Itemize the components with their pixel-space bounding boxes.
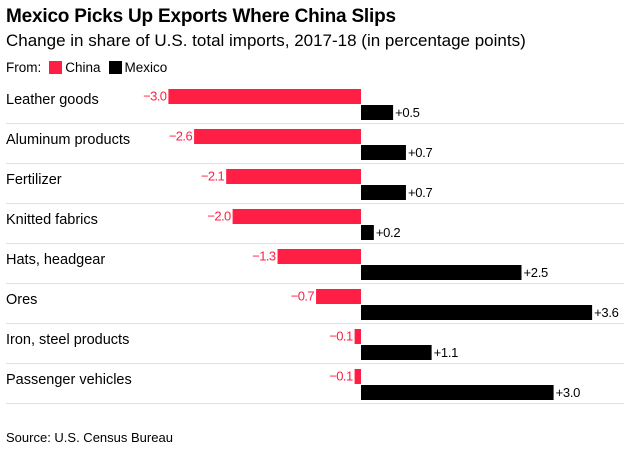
data-label-mexico: +0.7 — [408, 185, 433, 200]
bar-mexico — [361, 185, 406, 200]
data-label-mexico: +0.2 — [376, 225, 401, 240]
category-label: Fertilizer — [6, 172, 62, 188]
chart-title: Mexico Picks Up Exports Where China Slip… — [6, 6, 396, 27]
data-label-mexico: +2.5 — [524, 265, 549, 280]
data-label-china: −2.1 — [201, 169, 225, 184]
category-label: Leather goods — [6, 92, 99, 108]
legend-label-mexico: Mexico — [124, 60, 168, 75]
data-label-china: −2.6 — [169, 129, 193, 144]
chart-row: Iron, steel products −0.1 +1.1 — [6, 329, 624, 364]
bar-china — [232, 209, 361, 224]
category-label: Aluminum products — [6, 132, 130, 148]
chart-subtitle: Change in share of U.S. total imports, 2… — [6, 31, 526, 50]
data-label-mexico: +0.5 — [395, 105, 420, 120]
legend: From: China Mexico — [6, 60, 167, 75]
bar-china — [354, 329, 361, 344]
legend-item-mexico: Mexico — [101, 60, 168, 75]
category-label: Iron, steel products — [6, 332, 129, 348]
data-label-china: −0.1 — [329, 329, 353, 344]
legend-prefix: From: — [6, 60, 42, 75]
bar-mexico — [361, 345, 432, 360]
data-label-mexico: +3.0 — [556, 385, 581, 400]
data-label-china: −3.0 — [143, 89, 167, 104]
chart-row: Knitted fabrics −2.0 +0.2 — [6, 209, 624, 244]
bar-china — [226, 169, 361, 184]
chart-row: Hats, headgear −1.3 +2.5 — [6, 249, 624, 284]
legend-item-china: China — [41, 60, 101, 75]
bar-mexico — [361, 225, 374, 240]
chart-row: Ores −0.7 +3.6 — [6, 289, 624, 324]
category-label: Knitted fabrics — [6, 212, 98, 228]
data-label-china: −1.3 — [252, 249, 276, 264]
category-label: Hats, headgear — [6, 252, 105, 268]
data-label-mexico: +3.6 — [594, 305, 619, 320]
bar-china — [277, 249, 361, 264]
chart-row: Aluminum products −2.6 +0.7 — [6, 129, 624, 164]
data-label-china: −2.0 — [207, 209, 231, 224]
bar-mexico — [361, 265, 522, 280]
bar-china — [194, 129, 361, 144]
category-label: Passenger vehicles — [6, 372, 132, 388]
chart-row: Leather goods −3.0 +0.5 — [6, 89, 624, 124]
data-label-china: −0.1 — [329, 369, 353, 384]
bar-china — [316, 289, 361, 304]
bar-mexico — [361, 105, 394, 120]
bar-mexico — [361, 385, 554, 400]
chart-row: Fertilizer −2.1 +0.7 — [6, 169, 624, 204]
data-label-mexico: +0.7 — [408, 145, 433, 160]
chart-row: Passenger vehicles −0.1 +3.0 — [6, 369, 624, 404]
data-label-china: −0.7 — [291, 289, 315, 304]
bar-mexico — [361, 305, 593, 320]
legend-swatch-mexico — [108, 61, 122, 74]
bar-china — [168, 89, 361, 104]
bar-mexico — [361, 145, 406, 160]
data-label-mexico: +1.1 — [434, 345, 459, 360]
legend-label-china: China — [65, 60, 101, 75]
bar-china — [354, 369, 361, 384]
category-label: Ores — [6, 292, 37, 308]
legend-swatch-china — [49, 61, 63, 74]
source-note: Source: U.S. Census Bureau — [6, 430, 173, 445]
